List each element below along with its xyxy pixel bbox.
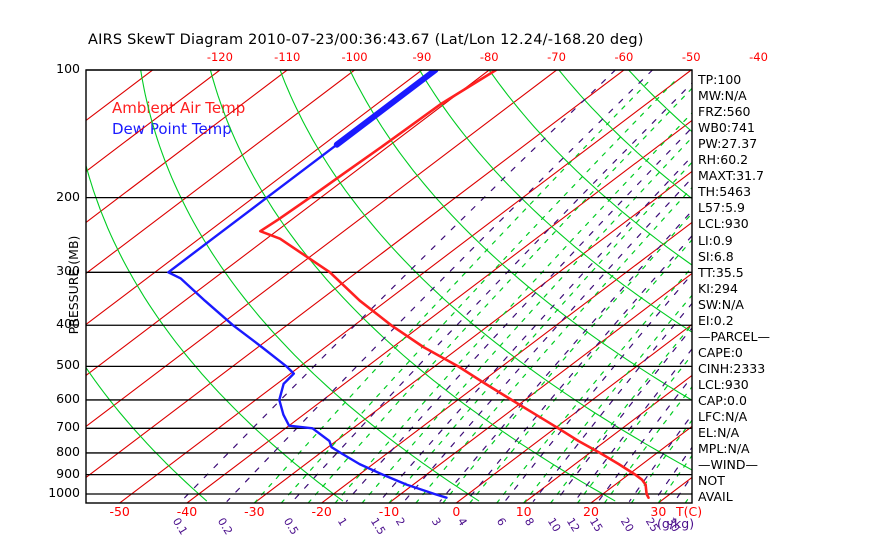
bottom-temp-tick: 30 bbox=[650, 504, 667, 519]
stat-line: LCL:930 bbox=[698, 376, 749, 392]
stat-line: WB0:741 bbox=[698, 120, 755, 136]
page-title: AIRS SkewT Diagram 2010-07-23/00:36:43.6… bbox=[88, 32, 644, 48]
stat-line: NOT bbox=[698, 473, 725, 489]
bottom-temp-tick: -30 bbox=[244, 504, 265, 519]
stat-line: FRZ:560 bbox=[698, 104, 751, 120]
top-temp-tick: -100 bbox=[341, 50, 368, 64]
pressure-tick: 900 bbox=[56, 465, 80, 481]
stat-line: AVAIL bbox=[698, 489, 733, 505]
stat-line: L57:5.9 bbox=[698, 200, 745, 216]
bottom-temp-tick: 20 bbox=[583, 504, 599, 519]
dry-adiabat-lines bbox=[86, 70, 692, 502]
pressure-tick: 500 bbox=[56, 357, 80, 373]
top-temp-tick: -60 bbox=[614, 50, 634, 64]
sounding-curves bbox=[167, 70, 650, 500]
top-temp-tick: -120 bbox=[206, 50, 233, 64]
stat-line: KI:294 bbox=[698, 280, 738, 296]
pressure-tick: 400 bbox=[56, 316, 80, 332]
stat-line: SW:N/A bbox=[698, 296, 744, 312]
stat-line: TH:5463 bbox=[698, 184, 752, 200]
stat-line: LFC:N/A bbox=[698, 409, 748, 425]
stat-line: MPL:N/A bbox=[698, 441, 750, 457]
pressure-tick: 800 bbox=[56, 443, 80, 459]
stat-line: LCL:930 bbox=[698, 216, 749, 232]
bottom-temp-tick: 0 bbox=[452, 504, 461, 519]
pressure-tick: 200 bbox=[56, 188, 80, 204]
stat-line: MW:N/A bbox=[698, 88, 747, 104]
legend-ambient-air-temp: Ambient Air Temp bbox=[112, 99, 246, 117]
top-temp-tick: -70 bbox=[547, 50, 566, 64]
pressure-tick: 1000 bbox=[48, 485, 80, 500]
bottom-temp-tick: -50 bbox=[109, 504, 130, 519]
top-temp-tick: -90 bbox=[412, 50, 432, 64]
top-temp-tick: -110 bbox=[274, 50, 301, 64]
stat-line: CAP:0.0 bbox=[698, 393, 747, 408]
stat-line: SI:6.8 bbox=[698, 248, 734, 264]
isotherm-lines bbox=[86, 70, 692, 503]
pressure-tick: 600 bbox=[56, 390, 80, 406]
top-temp-tick: -50 bbox=[681, 50, 701, 64]
stat-line: TP:100 bbox=[698, 72, 742, 87]
stat-line: CAPE:0 bbox=[698, 344, 743, 360]
bottom-temp-tick: 10 bbox=[515, 504, 532, 519]
pressure-tick: 300 bbox=[56, 263, 80, 279]
stat-line: EL:N/A bbox=[698, 425, 740, 441]
bottom-temp-tick: -40 bbox=[176, 504, 198, 519]
isobar-lines bbox=[86, 69, 692, 495]
plot-frame bbox=[85, 69, 693, 504]
stat-line: EI:0.2 bbox=[698, 312, 734, 328]
stat-line: TT:35.5 bbox=[698, 264, 744, 280]
bottom-temp-tick: -20 bbox=[311, 504, 332, 519]
pressure-tick: 700 bbox=[56, 419, 80, 435]
saturation-mixing-lines bbox=[253, 80, 692, 503]
stat-line: —WIND— bbox=[698, 457, 759, 473]
stat-line: —PARCEL— bbox=[698, 328, 770, 344]
mixing-ratio-axis-label: (g/kg) bbox=[657, 516, 695, 531]
stat-line: RH:60.2 bbox=[698, 152, 749, 168]
pressure-tick: 100 bbox=[56, 61, 80, 76]
temperature-axis-label: T(C) bbox=[676, 504, 703, 519]
stat-line: MAXT:31.7 bbox=[698, 168, 764, 184]
top-temp-tick: -40 bbox=[749, 50, 768, 64]
stat-line: CINH:2333 bbox=[698, 360, 766, 376]
stat-line: LI:0.9 bbox=[698, 232, 733, 248]
mixing-ratio-lines bbox=[180, 70, 692, 502]
top-temp-tick: -80 bbox=[479, 50, 499, 64]
bottom-temp-tick: -10 bbox=[378, 504, 400, 519]
stat-line: PW:27.37 bbox=[698, 136, 758, 152]
